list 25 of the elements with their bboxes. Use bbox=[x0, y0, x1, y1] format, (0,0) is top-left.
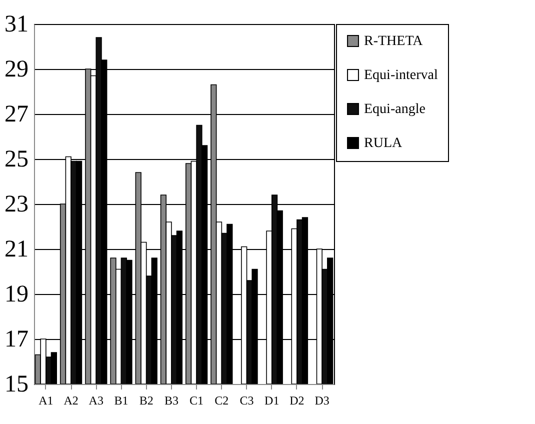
x-tick-label: C3 bbox=[240, 394, 254, 408]
legend-label: Equi-angle bbox=[364, 102, 426, 117]
x-tick-label: C2 bbox=[214, 394, 229, 408]
y-tick-label: 29 bbox=[4, 56, 28, 82]
x-tick-label: D1 bbox=[264, 394, 280, 408]
x-tick-label: A1 bbox=[38, 394, 54, 408]
x-tick-label: A2 bbox=[64, 394, 78, 408]
x-tick-label: B3 bbox=[164, 394, 178, 408]
x-tick-label: B2 bbox=[139, 394, 154, 408]
y-tick-label: 23 bbox=[4, 192, 28, 218]
x-tick-label: D3 bbox=[314, 394, 330, 408]
x-tick-label: D2 bbox=[290, 394, 304, 408]
x-tick-label: B1 bbox=[114, 394, 128, 408]
legend-label: Equi-interval bbox=[364, 68, 438, 83]
y-tick-label: 27 bbox=[4, 102, 28, 128]
y-tick-label: 31 bbox=[4, 12, 28, 38]
y-tick-label: 17 bbox=[4, 326, 28, 352]
legend-label: RULA bbox=[364, 136, 403, 151]
y-tick-label: 15 bbox=[4, 372, 28, 398]
y-tick-label: 19 bbox=[4, 282, 28, 308]
x-tick-label: C1 bbox=[190, 394, 204, 408]
x-tick-label: A3 bbox=[88, 394, 104, 408]
legend-label: R-THETA bbox=[364, 34, 424, 49]
y-tick-label: 21 bbox=[4, 236, 28, 262]
y-tick-label: 25 bbox=[4, 146, 28, 172]
